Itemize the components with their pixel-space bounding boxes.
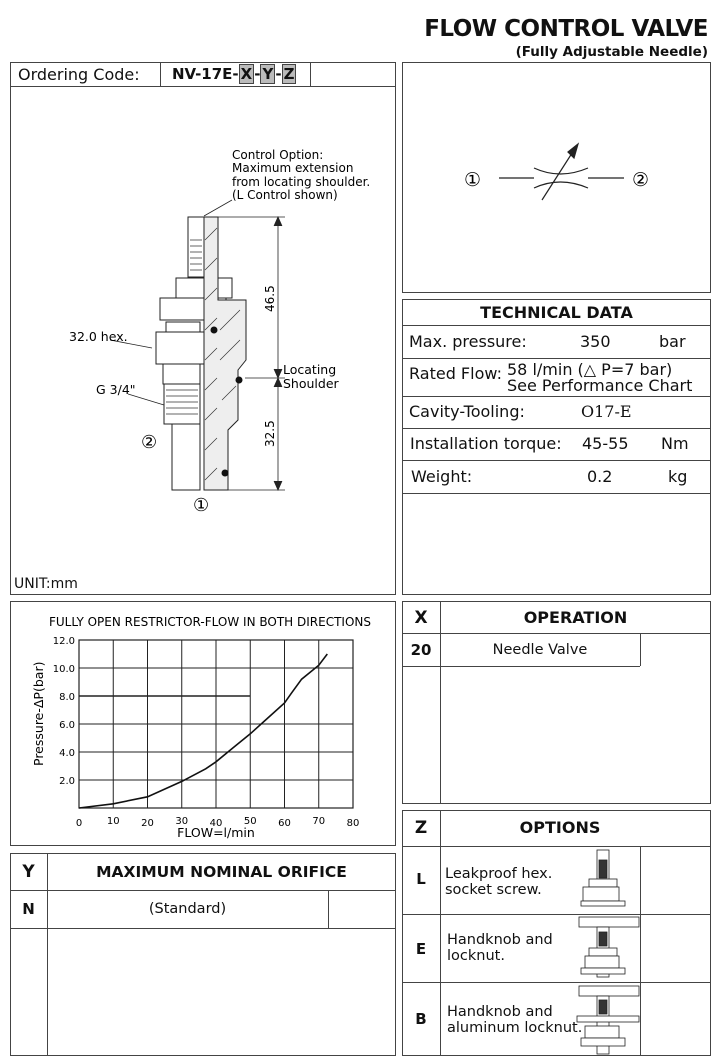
x-tick-label: 80 [347, 818, 360, 829]
torque-value: 45-55 [582, 434, 629, 453]
control-note-line: from locating shoulder. [232, 175, 370, 189]
weight-value: 0.2 [587, 467, 613, 486]
x-tick-label: 60 [278, 818, 291, 829]
code-prefix: NV-17E- [172, 65, 239, 83]
y-tick-label: 12.0 [53, 636, 75, 647]
weight-unit: kg [668, 467, 688, 486]
adjust-stem [187, 216, 205, 278]
option-code-b: B [415, 1010, 427, 1028]
flow-pressure-curve [78, 653, 328, 809]
orifice-table [10, 853, 396, 1056]
x-tick-label: 0 [76, 818, 82, 829]
thread-label: G 3/4" [96, 382, 136, 397]
dimension-upper: 46.5 [263, 285, 277, 312]
shoulder-label: Shoulder [283, 376, 340, 391]
unit-label: UNIT:mm [14, 576, 78, 592]
option-drawings [576, 849, 640, 1055]
symbol-port-2: ② [632, 169, 649, 191]
chart-y-label: Pressure-ΔP(bar) [31, 662, 46, 766]
code-z: Z [281, 64, 297, 84]
performance-chart: FULLY OPEN RESTRICTOR-FLOW IN BOTH DIREC… [31, 615, 371, 840]
x-tick-label: 50 [244, 816, 257, 827]
orifice-title: MAXIMUM NOMINAL ORIFICE [96, 863, 347, 881]
option-code-l: L [416, 870, 426, 888]
drawing-panel [10, 62, 396, 595]
operation-row-code: 20 [410, 641, 432, 659]
x-tick-label: 70 [312, 816, 325, 827]
code-x: X [238, 64, 255, 84]
option-b-drawing [576, 985, 640, 1055]
section-body [203, 216, 247, 491]
torque-label: Installation torque: [410, 434, 562, 453]
y-tick-label: 10.0 [53, 664, 75, 675]
option-label-e: Handknob and [447, 932, 553, 948]
operation-table [402, 601, 711, 804]
technical-data-title: TECHNICAL DATA [480, 303, 633, 322]
option-code-e: E [415, 940, 427, 958]
y-tick-label: 8.0 [59, 692, 75, 703]
valve-cross-section-drawing: Control Option: Maximum extension from l… [69, 148, 370, 516]
technical-data-table [402, 299, 711, 595]
control-note-line: Maximum extension [232, 161, 353, 175]
option-label-b: aluminum locknut. [447, 1020, 583, 1036]
y-tick-label: 4.0 [59, 748, 75, 759]
options-code-header: Z [414, 818, 428, 838]
hydraulic-symbol-panel [402, 62, 711, 293]
orifice-row-label: (Standard) [148, 901, 227, 917]
page-title: FLOW CONTROL VALVE [424, 16, 708, 42]
option-label-l: Leakproof hex. [445, 866, 553, 882]
operation-code-header: X [414, 608, 428, 628]
hex-label: 32.0 hex. [69, 329, 128, 344]
chart-x-label: FLOW=l/min [177, 825, 255, 840]
x-tick-label: 40 [210, 818, 223, 829]
ordering-code-label: Ordering Code: [18, 65, 140, 84]
symbol-port-1: ① [464, 169, 481, 191]
options-table [402, 810, 711, 1056]
option-l-drawing [580, 849, 626, 907]
code-y: Y [260, 64, 276, 84]
weight-label: Weight: [411, 467, 473, 486]
shoulder-label: Locating [283, 362, 336, 377]
operation-row-label: Needle Valve [492, 642, 588, 658]
y-tick-label: 6.0 [59, 720, 75, 731]
x-tick-label: 30 [175, 816, 188, 827]
option-label-l: socket screw. [445, 882, 542, 898]
options-title: OPTIONS [519, 818, 601, 837]
ordering-code: NV-17E- X - Y - Z [172, 64, 297, 84]
cavity-value: O17-E [581, 402, 632, 421]
thread [163, 383, 201, 425]
rated-flow-label: Rated Flow: [409, 364, 502, 383]
rated-flow-value: 58 l/min (△ P=7 bar) [507, 360, 673, 379]
option-label-e: locknut. [447, 948, 505, 964]
option-label-b: Handknob and [447, 1004, 553, 1020]
x-tick-label: 20 [141, 818, 154, 829]
cavity-label: Cavity-Tooling: [409, 402, 525, 421]
port-2-label: ② [141, 432, 157, 453]
control-note-line: Control Option: [232, 148, 323, 162]
x-tick-label: 10 [107, 816, 120, 827]
max-pressure-unit: bar [659, 332, 686, 351]
rated-flow-note: See Performance Chart [507, 376, 693, 395]
needle-valve-symbol: ① ② [464, 142, 649, 201]
page-subtitle: (Fully Adjustable Needle) [515, 44, 708, 60]
torque-unit: Nm [661, 434, 689, 453]
max-pressure-label: Max. pressure: [409, 332, 527, 351]
orifice-code-header: Y [22, 862, 35, 882]
y-tick-label: 2.0 [59, 776, 75, 787]
operation-title: OPERATION [523, 608, 628, 627]
performance-chart-panel [10, 601, 396, 846]
orifice-row-code: N [22, 900, 35, 918]
chart-title: FULLY OPEN RESTRICTOR-FLOW IN BOTH DIREC… [49, 615, 371, 629]
dimension-lower: 32.5 [263, 420, 277, 447]
port-1-label: ① [193, 495, 209, 516]
control-note-line: (L Control shown) [232, 188, 338, 202]
option-e-drawing [578, 916, 640, 978]
max-pressure-value: 350 [580, 332, 611, 351]
